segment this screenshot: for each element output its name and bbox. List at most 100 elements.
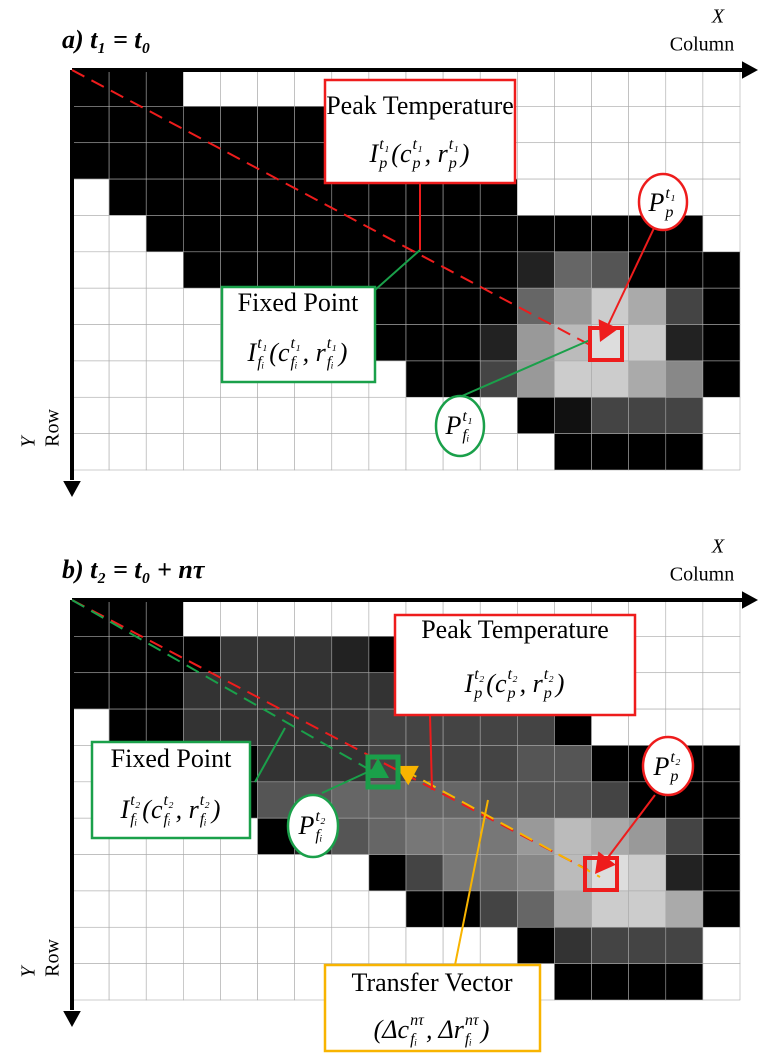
pixel	[183, 927, 220, 963]
callout-label: Peak Temperature	[326, 91, 514, 120]
formula-base: , Δr	[426, 1015, 465, 1044]
pixel	[146, 252, 183, 288]
pixel	[183, 325, 220, 361]
y-axis-label: Row	[42, 409, 64, 447]
pixel	[72, 636, 109, 672]
pixel	[183, 70, 220, 106]
pixel	[295, 855, 332, 891]
pixel	[332, 855, 369, 891]
pixel	[146, 215, 183, 251]
pixel	[554, 70, 591, 106]
pixel	[666, 964, 703, 1000]
pixel	[703, 361, 740, 397]
pixel	[480, 891, 517, 927]
formula-base: P	[653, 752, 670, 781]
pixel	[295, 252, 332, 288]
pixel	[72, 434, 109, 470]
pixel	[629, 361, 666, 397]
pixel	[72, 325, 109, 361]
pixel	[554, 745, 591, 781]
pixel	[332, 745, 369, 781]
formula-base: , r	[425, 139, 449, 168]
pixel	[258, 70, 295, 106]
pixel	[183, 673, 220, 709]
pixel	[146, 673, 183, 709]
pixel	[592, 891, 629, 927]
pixel	[146, 70, 183, 106]
pixel	[703, 325, 740, 361]
pixel	[183, 179, 220, 215]
pixel	[109, 709, 146, 745]
pixel	[629, 288, 666, 324]
pixel	[258, 964, 295, 1000]
pixel	[72, 179, 109, 215]
pixel	[629, 434, 666, 470]
pixel	[443, 782, 480, 818]
formula-sup: t₁	[665, 185, 675, 202]
pixel	[72, 215, 109, 251]
formula-base: )	[337, 338, 348, 367]
pixel	[480, 397, 517, 433]
formula-sub: p	[507, 685, 516, 702]
pixel	[332, 252, 369, 288]
pixel	[480, 215, 517, 251]
pixel	[703, 106, 740, 142]
pixel	[369, 818, 406, 854]
formula-base: I	[464, 669, 475, 698]
pixel	[666, 673, 703, 709]
pixel	[406, 927, 443, 963]
pixel	[554, 179, 591, 215]
pixel	[258, 636, 295, 672]
pixel	[480, 434, 517, 470]
pixel	[220, 434, 257, 470]
pixel	[332, 927, 369, 963]
pixel	[109, 636, 146, 672]
pixel	[332, 782, 369, 818]
pixel	[666, 106, 703, 142]
formula-base: (c	[391, 139, 412, 168]
formula-base: P	[298, 811, 315, 840]
pixel	[295, 927, 332, 963]
pixel	[480, 745, 517, 781]
formula-base: (c	[142, 795, 163, 824]
pixel	[443, 818, 480, 854]
formula-sub: p	[543, 685, 552, 702]
pixel	[220, 252, 257, 288]
pixel	[146, 143, 183, 179]
pixel	[629, 397, 666, 433]
pixel	[72, 927, 109, 963]
pixel	[220, 709, 257, 745]
formula-base: )	[210, 795, 221, 824]
pixel	[183, 397, 220, 433]
pixel	[703, 636, 740, 672]
pixel	[183, 600, 220, 636]
pixel	[332, 179, 369, 215]
pixel	[220, 215, 257, 251]
pixel	[666, 818, 703, 854]
pixel	[703, 179, 740, 215]
y-axis-label: Row	[42, 939, 64, 977]
pixel	[703, 709, 740, 745]
pixel	[703, 745, 740, 781]
pixel	[703, 818, 740, 854]
pixel	[109, 891, 146, 927]
pixel	[72, 361, 109, 397]
pixel	[183, 215, 220, 251]
formula-sup: t₁	[291, 335, 301, 352]
pixel	[109, 325, 146, 361]
pixel	[109, 434, 146, 470]
pixel	[517, 927, 554, 963]
pixel	[480, 855, 517, 891]
x-axis-symbol: X	[711, 6, 725, 28]
pixel	[72, 397, 109, 433]
figure: a) t₁ = t₀XColumnYRowPeak TemperatureIpt…	[0, 0, 758, 1053]
pixel	[183, 434, 220, 470]
formula-base: I	[247, 338, 258, 367]
pixel	[554, 252, 591, 288]
pixel	[258, 434, 295, 470]
pixel	[592, 143, 629, 179]
formula-sub: p	[473, 685, 482, 702]
pixel	[517, 855, 554, 891]
pixel	[109, 927, 146, 963]
formula-base: P	[648, 188, 665, 217]
